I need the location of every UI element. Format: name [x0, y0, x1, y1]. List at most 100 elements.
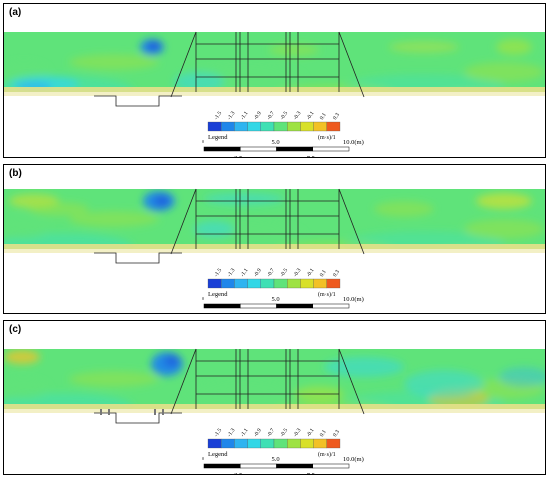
colorbar-swatch: [287, 278, 301, 289]
slope-line: [170, 348, 197, 415]
bed-strip: [4, 404, 545, 409]
scale-segment: [276, 146, 313, 152]
scale-label: 2.5: [234, 312, 242, 313]
scale-segment: [276, 303, 313, 309]
contour-region: [4, 350, 40, 364]
scale-label: 0: [202, 139, 204, 144]
colorbar-unit: (m·s)/1: [318, 291, 336, 298]
colorbar-tick-label: -0.5: [279, 427, 289, 438]
scale-label: 5.0: [272, 456, 280, 463]
scale-segment: [240, 463, 277, 469]
bed-strip: [4, 87, 545, 92]
legend-label: Legend: [208, 134, 228, 141]
contour-region: [324, 357, 404, 377]
scale-segment: [240, 146, 277, 152]
pit-bar: [162, 409, 164, 415]
scale-label: 7.5: [307, 472, 315, 474]
colorbar: -1.5 -1.3 -1.1 -0.9 -0.7 -0.5 -0.3 -0.1 0.1 0.3 Le…: [207, 267, 341, 298]
scour-pit: [94, 95, 182, 107]
scale-segment: [203, 146, 241, 152]
contour-region: [164, 355, 180, 367]
colorbar-tick-label: -1.5: [213, 110, 223, 121]
colorbar-swatch: [313, 278, 327, 289]
slope-line: [338, 348, 365, 415]
contour-region: [29, 202, 89, 216]
scale-label: 2.5: [234, 472, 242, 474]
pit-bar: [100, 409, 102, 415]
colorbar-swatch: [273, 438, 288, 449]
colorbar-tick-label: -1.1: [240, 267, 250, 278]
scale-bar: 5.0 10.0(m) 0 2.5 7.5: [202, 456, 364, 479]
colorbar-tick-label: 0.1: [319, 269, 328, 278]
contour-region: [69, 211, 159, 227]
bed-strip-light: [4, 92, 545, 96]
scale-label: 7.5: [307, 312, 315, 313]
pit-bars: [100, 409, 164, 415]
slope-line: [338, 31, 365, 98]
colorbar-tick-label: -1.3: [227, 110, 237, 121]
contour-region: [499, 367, 545, 387]
colorbar-swatch: [221, 121, 235, 132]
colorbar-tick-label: -0.3: [293, 110, 303, 121]
scale-label: 5.0: [272, 296, 280, 303]
colorbar-swatch: [273, 278, 288, 289]
colorbar-swatch: [326, 438, 341, 449]
contour-region: [4, 379, 49, 399]
colorbar: -1.5 -1.3 -1.1 -0.9 -0.7 -0.5 -0.3 -0.1 0.1 0.3 Le…: [207, 110, 341, 141]
colorbar-tick-label: 0.1: [319, 112, 328, 121]
colorbar-swatch: [234, 438, 248, 449]
colorbar-swatch: [234, 121, 248, 132]
scale-segment: [203, 303, 241, 309]
colorbar-swatch: [207, 121, 222, 132]
contour-region: [374, 201, 434, 217]
colorbar-swatch: [313, 438, 327, 449]
contour-region: [496, 39, 532, 55]
panel-c: (c) -1.5 -1.3 -1.1 -0.9 -0.7 -0.5 -0.3 -0.1 0.1 0…: [3, 320, 546, 479]
panel-label: (b): [9, 168, 22, 179]
colorbar-swatch: [221, 278, 235, 289]
contour-figure: -1.5 -1.3 -1.1 -0.9 -0.7 -0.5 -0.3 -0.1 0.1 0.3 Le…: [4, 188, 545, 319]
colorbar-tick-label: -0.7: [266, 110, 276, 121]
scale-segment: [312, 303, 350, 309]
panel-a: (a) -1.5 -1.3 -1.1 -0.9 -0.7 -0.5 -0.3 -0.1 0.1 0…: [3, 3, 546, 162]
contour-region: [269, 44, 319, 56]
colorbar-tick-label: 0.3: [332, 112, 341, 121]
contour-field: [4, 349, 545, 413]
colorbar-swatch: [247, 438, 261, 449]
colorbar-tick-label: -0.1: [306, 110, 316, 121]
colorbar: -1.5 -1.3 -1.1 -0.9 -0.7 -0.5 -0.3 -0.1 0.1 0.3 Le…: [207, 427, 341, 458]
colorbar-tick-label: -1.1: [240, 110, 250, 121]
colorbar-swatch: [234, 278, 248, 289]
colorbar-tick-label: -0.9: [253, 110, 263, 121]
contour-region: [476, 193, 532, 209]
slope-line: [170, 188, 197, 255]
bed-strip-light: [4, 409, 545, 413]
contour-region: [69, 371, 159, 387]
scale-label: 5.0: [272, 139, 280, 146]
colorbar-tick-label: -1.1: [240, 427, 250, 438]
scale-label: 0: [202, 296, 204, 301]
scale-label: 2.5: [234, 155, 242, 157]
colorbar-swatch: [300, 438, 314, 449]
contour-region: [194, 221, 234, 237]
colorbar-tick-label: 0.3: [332, 269, 341, 278]
scale-label: 10.0(m): [343, 296, 364, 303]
colorbar-swatch: [273, 121, 288, 132]
contour-field: [4, 189, 545, 253]
scale-bar: 5.0 10.0(m) 0 2.5 7.5: [202, 296, 364, 319]
colorbar-tick-label: -0.9: [253, 267, 263, 278]
scale-label: 10.0(m): [343, 139, 364, 146]
contour-region: [389, 41, 459, 53]
contour-field: [4, 32, 545, 96]
contour-region: [464, 62, 544, 82]
contour-region: [404, 370, 484, 398]
contour-figure: -1.5 -1.3 -1.1 -0.9 -0.7 -0.5 -0.3 -0.1 0.1 0.3 Le…: [4, 348, 545, 479]
bed-strip-light: [4, 249, 545, 253]
colorbar-swatch: [247, 121, 261, 132]
contour-region: [69, 54, 159, 70]
colorbar-swatch: [287, 121, 301, 132]
colorbar-tick-label: -0.5: [279, 110, 289, 121]
colorbar-swatch: [287, 438, 301, 449]
scour-pit: [94, 412, 182, 424]
colorbar-swatch: [300, 278, 314, 289]
